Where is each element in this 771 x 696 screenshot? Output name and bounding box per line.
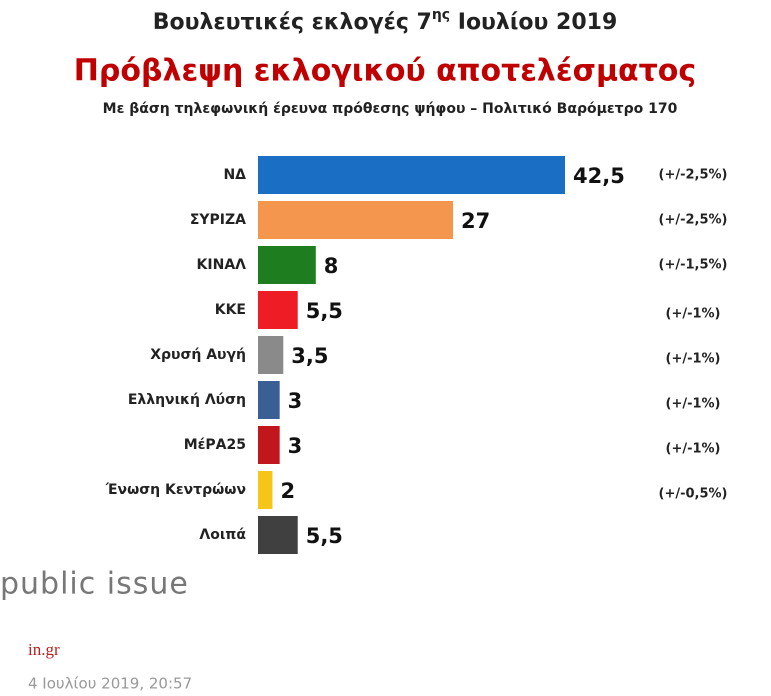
category-label: ΚΙΝΑΛ [197, 257, 247, 273]
error-label: (+/-1%) [666, 352, 721, 367]
chart-note: Με βάση τηλεφωνική έρευνα πρόθεσης ψήφου… [103, 101, 678, 117]
value-label: 42,5 [573, 164, 625, 188]
category-label: ΚΚΕ [215, 302, 246, 318]
category-label: ΝΔ [223, 167, 246, 183]
bar [258, 336, 284, 374]
error-label: (+/-2,5%) [659, 168, 728, 183]
bar [258, 426, 280, 464]
value-label: 3,5 [291, 344, 328, 368]
category-label: ΜέΡΑ25 [184, 437, 246, 453]
title-sup: ης [432, 7, 450, 23]
title-part: Ιουλίου 2019 [450, 10, 617, 35]
bar [258, 381, 280, 419]
bar [258, 246, 316, 284]
error-label: (+/-1%) [666, 397, 721, 412]
value-label: 2 [280, 479, 295, 503]
bar [258, 471, 273, 509]
value-label: 8 [324, 254, 339, 278]
value-label: 3 [288, 434, 303, 458]
site-link[interactable]: in.gr [28, 640, 60, 659]
category-label: Χρυσή Αυγή [150, 347, 246, 363]
value-label: 3 [288, 389, 303, 413]
bar [258, 201, 454, 239]
error-label: (+/-1,5%) [659, 258, 728, 273]
bar [258, 156, 565, 194]
value-label: 5,5 [306, 299, 343, 323]
date: 4 Ιουλίου 2019, 20:57 [28, 675, 192, 693]
chart-subtitle: Πρόβλεψη εκλογικού αποτελέσματος [74, 54, 696, 89]
category-label: Λοιπά [199, 527, 246, 543]
chart-title: Βουλευτικές εκλογές 7ης Ιουλίου 2019 [153, 7, 618, 35]
title-part: Βουλευτικές εκλογές 7 [153, 10, 432, 35]
category-label: ΣΥΡΙΖΑ [190, 212, 246, 228]
value-label: 27 [461, 209, 490, 233]
brand: public issue [0, 567, 189, 602]
error-label: (+/-2,5%) [659, 213, 728, 228]
error-label: (+/-1%) [666, 442, 721, 457]
error-label: (+/-0,5%) [659, 487, 728, 502]
value-label: 5,5 [306, 524, 343, 548]
category-label: Ένωση Κεντρώων [105, 482, 246, 498]
bar [258, 291, 298, 329]
bar [258, 516, 298, 554]
category-label: Ελληνική Λύση [128, 392, 246, 408]
error-label: (+/-1%) [666, 307, 721, 322]
